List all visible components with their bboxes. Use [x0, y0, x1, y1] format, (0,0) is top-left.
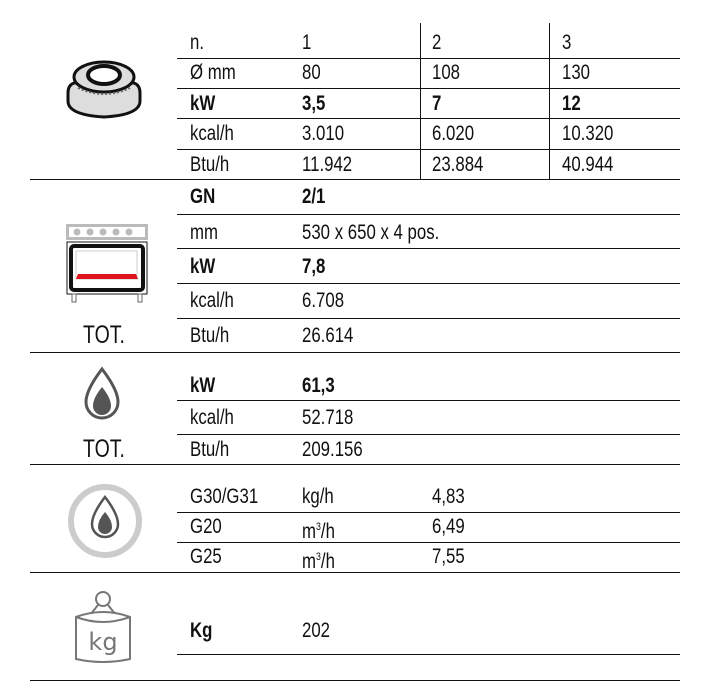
- gas-value: 4,83: [432, 485, 465, 508]
- gas-unit: kg/h: [302, 485, 334, 508]
- gas-unit: m3/h: [302, 520, 335, 543]
- weight-icon-text: kg: [88, 628, 117, 656]
- cell: 1: [302, 31, 312, 54]
- row-label: Btu/h: [190, 438, 230, 461]
- row-divider: [177, 248, 680, 249]
- oven-icon: [66, 224, 148, 303]
- cell: 7,8: [302, 255, 326, 278]
- cell: 11.942: [302, 153, 353, 176]
- gas-value: 7,55: [432, 545, 465, 568]
- flame-icon: [84, 366, 120, 420]
- row-divider: [177, 512, 680, 513]
- weight-value: 202: [302, 619, 331, 642]
- row-label: Btu/h: [190, 324, 230, 347]
- gas-value: 6,49: [432, 515, 465, 538]
- row-label: Ø mm: [190, 61, 236, 84]
- section-divider: [30, 572, 680, 573]
- row-divider: [177, 654, 680, 655]
- row-label: mm: [190, 221, 218, 244]
- cell: 23.884: [432, 153, 484, 176]
- total-label: TOT.: [83, 435, 125, 463]
- cell: 108: [432, 61, 461, 84]
- cell: 530 x 650 x 4 pos.: [302, 221, 440, 244]
- row-label: n.: [190, 31, 205, 54]
- row-label: GN: [190, 185, 216, 208]
- column-divider: [549, 23, 550, 180]
- row-label: kW: [190, 374, 216, 397]
- cell: 130: [562, 61, 591, 84]
- section-divider: [30, 464, 680, 465]
- cell: 52.718: [302, 406, 354, 429]
- cell: 3,5: [302, 92, 326, 115]
- gas-type: G25: [190, 545, 222, 568]
- cell: 61,3: [302, 374, 335, 397]
- cell: 209.156: [302, 438, 363, 461]
- cell: 12: [562, 92, 581, 115]
- row-divider: [177, 149, 680, 150]
- gas-unit: m3/h: [302, 550, 335, 573]
- cell: 7: [432, 92, 442, 115]
- cell: 80: [302, 61, 321, 84]
- gas-type: G30/G31: [190, 485, 259, 508]
- cell: 40.944: [562, 153, 614, 176]
- row-divider: [177, 118, 680, 119]
- section-divider: [30, 179, 680, 180]
- cell: 10.320: [562, 122, 614, 145]
- section-divider: [30, 680, 680, 681]
- row-divider: [177, 434, 680, 435]
- gas-type: G20: [190, 515, 222, 538]
- row-label: kcal/h: [190, 122, 234, 145]
- row-divider: [177, 318, 680, 319]
- row-label: kW: [190, 255, 216, 278]
- cell: 6.708: [302, 289, 345, 312]
- oven-total-label: TOT.: [83, 321, 125, 349]
- row-label: Btu/h: [190, 153, 230, 176]
- weight-icon: kg: [75, 591, 131, 663]
- row-divider: [177, 283, 680, 284]
- cell: 3: [562, 31, 572, 54]
- cell: 3.010: [302, 122, 345, 145]
- row-divider: [177, 214, 680, 215]
- burner-icon: [66, 60, 142, 119]
- weight-label: Kg: [190, 619, 213, 642]
- row-divider: [177, 542, 680, 543]
- row-divider: [177, 58, 680, 59]
- cell: 2: [432, 31, 442, 54]
- row-label: kcal/h: [190, 406, 234, 429]
- row-label: kcal/h: [190, 289, 234, 312]
- section-divider: [30, 352, 680, 353]
- row-divider: [177, 400, 680, 401]
- cell: 6.020: [432, 122, 475, 145]
- cell: 26.614: [302, 324, 354, 347]
- column-divider: [420, 23, 421, 180]
- cell: 2/1: [302, 185, 326, 208]
- row-label: kW: [190, 92, 216, 115]
- gas-consumption-icon: [68, 484, 142, 558]
- row-divider: [177, 88, 680, 89]
